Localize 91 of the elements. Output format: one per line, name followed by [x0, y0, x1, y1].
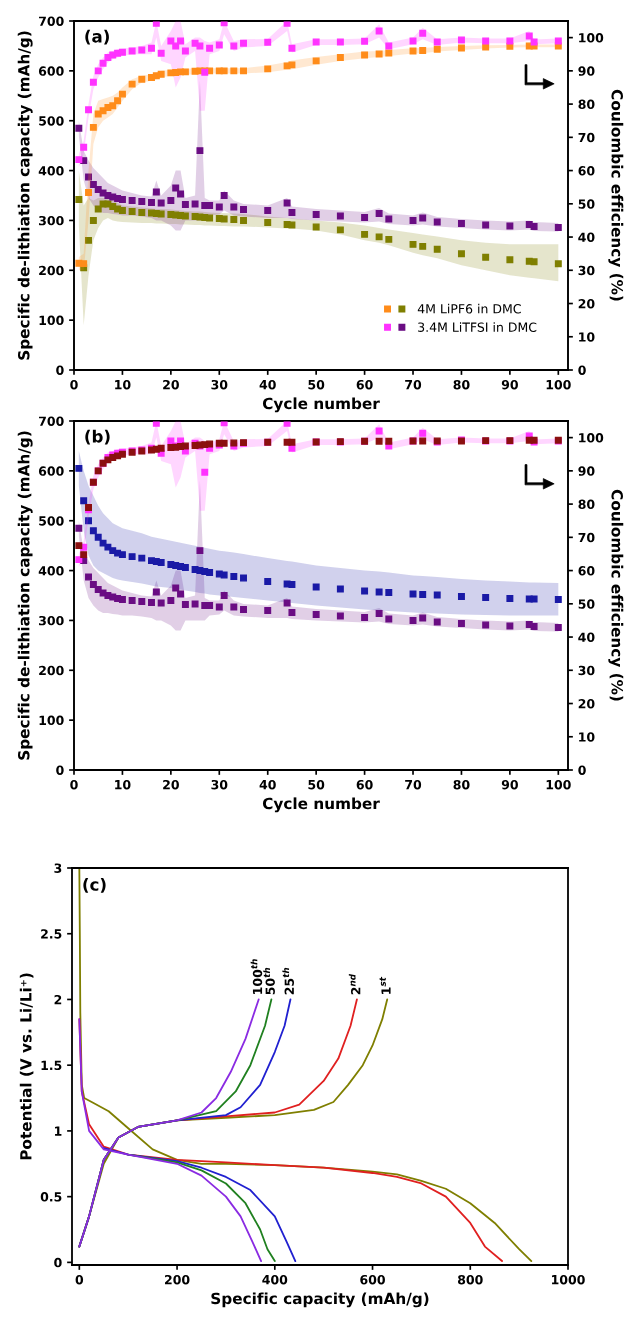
x-tick-label: 40: [259, 379, 276, 390]
y-tick-label: 0: [56, 365, 64, 375]
x-tick-label: 50: [308, 379, 325, 390]
y-axis-title: Specific de-lithiation capacity (mAh/g): [17, 31, 33, 360]
legend-label: 3.4M LiTFSI in DMC: [418, 322, 537, 332]
x-tick-label: 30: [211, 779, 228, 790]
y-tick-label: 1: [54, 1126, 62, 1136]
x-tick-label: 0: [70, 779, 78, 790]
y2-tick-label: 50: [578, 599, 595, 609]
annotation: (b): [85, 429, 110, 445]
y-tick-label: 600: [38, 466, 64, 476]
x-tick-label: 200: [165, 1274, 190, 1285]
x-tick-label: 1000: [552, 1274, 585, 1285]
x-tick-label: 800: [457, 1274, 483, 1285]
y-tick-label: 300: [39, 615, 64, 626]
x-tick-label: 70: [405, 779, 422, 790]
x-tick-label: 40: [259, 779, 276, 790]
y2-tick-label: 70: [578, 532, 595, 543]
x-axis-title: Cycle number: [262, 397, 380, 413]
y-tick-label: 100: [39, 715, 64, 726]
y2-tick-label: 20: [578, 299, 595, 309]
y-tick-label: 100: [39, 315, 64, 326]
y-tick-label: 200: [39, 265, 64, 276]
y2-tick-label: 0: [578, 365, 586, 375]
x-tick-label: 0: [70, 379, 78, 390]
y-tick-label: 0: [56, 765, 64, 775]
y-tick-label: 600: [38, 66, 64, 76]
x-tick-label: 0: [75, 1274, 84, 1285]
y2-tick-label: 60: [578, 566, 595, 576]
y-tick-label: 300: [39, 215, 64, 226]
x-tick-label: 100: [546, 379, 571, 390]
y-tick-label: 400: [38, 166, 64, 176]
y2-axis-title: Coulombic efficiency (%): [608, 489, 624, 701]
annotation: 2$^{nd}$: [348, 973, 361, 995]
y-tick-label: 0: [54, 1257, 62, 1268]
y2-tick-label: 70: [578, 132, 595, 143]
x-tick-label: 80: [453, 379, 470, 390]
y2-tick-label: 90: [578, 66, 595, 76]
y2-tick-label: 60: [578, 166, 595, 176]
y-tick-label: 500: [39, 116, 64, 126]
y-tick-label: 3: [54, 863, 62, 873]
x-tick-label: 30: [211, 379, 228, 390]
annotation: 100$^{th}$: [250, 959, 263, 994]
y-tick-label: 700: [39, 416, 64, 426]
x-tick-label: 100: [546, 779, 571, 790]
y2-tick-label: 80: [578, 499, 595, 510]
annotation: 50$^{th}$: [263, 967, 275, 995]
x-tick-label: 20: [163, 379, 179, 390]
y-tick-label: 1.5: [41, 1060, 62, 1071]
y2-tick-label: 10: [579, 732, 595, 742]
y2-tick-label: 40: [578, 232, 595, 242]
y2-tick-label: 80: [578, 99, 595, 110]
y-tick-label: 2.5: [41, 929, 62, 939]
y-tick-label: 700: [39, 16, 64, 26]
y-tick-label: 400: [38, 566, 64, 576]
y2-tick-label: 0: [578, 765, 586, 775]
annotation: (a): [85, 29, 109, 45]
x-tick-label: 10: [115, 779, 131, 790]
y-tick-label: 2: [54, 994, 62, 1005]
y2-tick-label: 40: [578, 632, 595, 642]
annotation: 25$^{th}$: [282, 967, 294, 995]
y2-axis-title: Coulombic efficiency (%): [608, 89, 624, 301]
x-tick-label: 20: [163, 779, 179, 790]
y2-tick-label: 100: [579, 433, 604, 443]
y-tick-label: 0.5: [40, 1192, 62, 1202]
legend-label: 4M LiPF6 in DMC: [417, 303, 521, 314]
x-axis-title: Specific capacity (mAh/g): [211, 1292, 429, 1308]
y2-tick-label: 20: [578, 699, 595, 709]
y2-tick-label: 30: [578, 265, 595, 276]
y-tick-label: 500: [39, 516, 64, 526]
y2-tick-label: 100: [579, 33, 604, 43]
y2-tick-label: 10: [579, 332, 595, 342]
x-tick-label: 90: [501, 779, 518, 790]
x-tick-label: 600: [360, 1274, 385, 1285]
y2-tick-label: 90: [578, 466, 595, 476]
annotation: (c): [83, 877, 106, 893]
y2-tick-label: 50: [578, 199, 595, 209]
x-tick-label: 90: [501, 379, 518, 390]
y-axis-title: Specific de-lithiation capacity (mAh/g): [17, 431, 33, 760]
x-tick-label: 10: [115, 379, 131, 390]
x-axis-title: Cycle number: [262, 797, 380, 813]
x-tick-label: 60: [356, 779, 373, 790]
x-tick-label: 50: [308, 779, 325, 790]
x-tick-label: 80: [453, 779, 470, 790]
x-tick-label: 60: [356, 379, 373, 390]
x-tick-label: 400: [262, 1274, 288, 1285]
y2-tick-label: 30: [578, 665, 595, 676]
y-axis-title: Potential (V vs. Li/Li⁺): [19, 973, 34, 1160]
x-tick-label: 70: [405, 379, 422, 390]
annotation: 1$^{st}$: [379, 976, 391, 994]
y-tick-label: 200: [39, 665, 64, 676]
